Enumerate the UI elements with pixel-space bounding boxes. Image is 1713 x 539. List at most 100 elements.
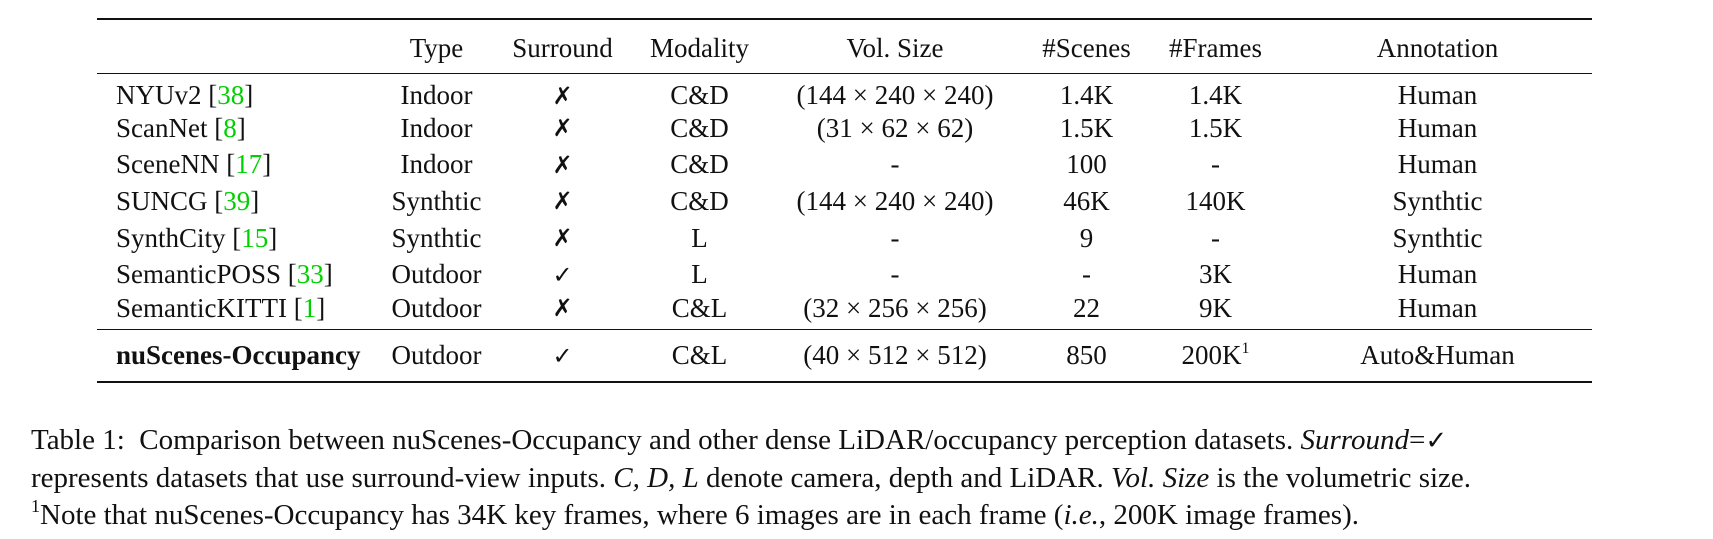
modality-cell: C&L [671, 292, 728, 323]
caption-emphasis: C, D, L [613, 462, 699, 494]
annotation-cell: Human [1397, 149, 1478, 180]
annotation-cell: Human [1397, 292, 1478, 323]
header-cell: Surround [491, 19, 634, 74]
type-cell: Indoor [400, 149, 473, 180]
table-header-row: Type Surround Modality Vol. Size #Scenes… [97, 19, 1592, 74]
caption-emphasis: Vol. Size [1111, 462, 1210, 494]
frames-cell: 9K [1199, 292, 1232, 323]
vol-size-cell: - [890, 259, 900, 290]
scenes-cell: 1.5K [1059, 112, 1114, 143]
citation-link[interactable]: 33 [296, 259, 324, 290]
citation-link[interactable]: 15 [241, 222, 269, 253]
caption-line-1: Table 1: Comparison between nuScenes-Occ… [31, 422, 1691, 460]
modality-cell: C&L [634, 329, 765, 383]
modality-cell: C&D [670, 149, 729, 180]
surround-cell: ✗ [552, 150, 573, 179]
dataset-name-cell: SemanticKITTI [1] [116, 292, 326, 323]
vol-size-cell: (144 × 240 × 240) [796, 80, 994, 111]
caption-text: , 200K image frames). [1098, 499, 1359, 531]
dataset-name-cell: ScanNet [8] [116, 112, 246, 143]
caption-text: is the volumetric size. [1216, 462, 1472, 494]
annotation-cell: Human [1397, 80, 1478, 111]
citation-link[interactable]: 8 [223, 112, 237, 143]
caption-emphasis: Surround [1300, 424, 1410, 456]
citation-link[interactable]: 1 [302, 292, 317, 323]
caption-emphasis: i.e. [1063, 499, 1099, 531]
header-cell: #Scenes [1025, 19, 1148, 74]
table-row: SemanticKITTI [1] Outdoor ✗ C&L (32 × 25… [97, 293, 1592, 330]
citation-link[interactable]: 39 [223, 185, 251, 216]
frames-cell: 140K [1185, 185, 1246, 216]
table-row: SUNCG [39] Synthtic ✗ C&D (144 × 240 × 2… [97, 183, 1592, 220]
vol-size-cell: (144 × 240 × 240) [796, 185, 994, 216]
header-cell: Annotation [1283, 19, 1592, 74]
vol-size-cell: (32 × 256 × 256) [803, 292, 987, 323]
vol-size-cell: - [890, 149, 900, 180]
vol-size-cell: - [890, 222, 900, 253]
surround-cell: ✓ [491, 329, 634, 383]
dataset-name: SemanticPOSS [116, 259, 282, 290]
surround-cell: ✗ [552, 81, 573, 110]
caption-text: = [1409, 424, 1426, 456]
dataset-name-cell: NYUv2 [38] [116, 80, 254, 111]
vol-size-cell: (40 × 512 × 512) [765, 329, 1025, 383]
frames-cell: 3K [1199, 259, 1232, 290]
frames-value: 200K [1181, 340, 1242, 371]
frames-cell: - [1211, 149, 1220, 180]
table-caption: Table 1: Comparison between nuScenes-Occ… [31, 422, 1691, 534]
scenes-cell: 22 [1073, 292, 1100, 323]
checkmark-icon: ✓ [1425, 426, 1448, 456]
dataset-name-cell: SUNCG [39] [116, 185, 260, 216]
scenes-cell: 100 [1066, 149, 1107, 180]
modality-cell: C&D [670, 185, 729, 216]
scenes-cell: 46K [1063, 185, 1110, 216]
header-cell: Vol. Size [765, 19, 1025, 74]
caption-text: Comparison between nuScenes-Occupancy an… [139, 424, 1294, 456]
annotation-cell: Synthtic [1392, 185, 1483, 216]
dataset-name: SceneNN [116, 149, 220, 180]
header-cell: Type [382, 19, 491, 74]
table-row: SceneNN [17] Indoor ✗ C&D - 100 - Human [97, 146, 1592, 183]
type-cell: Outdoor [382, 329, 491, 383]
dataset-name-cell: SemanticPOSS [33] [116, 259, 333, 290]
footnote-marker: 1 [31, 496, 40, 516]
annotation-cell: Synthtic [1392, 222, 1483, 253]
dataset-name-bold: nuScenes-Occupancy [116, 340, 361, 371]
table-row: SynthCity [15] Synthtic ✗ L - 9 - Syntht… [97, 220, 1592, 257]
dataset-name: SynthCity [116, 222, 226, 253]
header-cell: #Frames [1148, 19, 1283, 74]
surround-cell: ✓ [552, 260, 573, 289]
dataset-name: NYUv2 [116, 80, 202, 111]
table-row: NYUv2 [38] Indoor ✗ C&D (144 × 240 × 240… [97, 73, 1592, 110]
frames-cell: 1.4K [1188, 80, 1243, 111]
type-cell: Synthtic [391, 222, 482, 253]
scenes-cell: 1.4K [1059, 80, 1114, 111]
modality-cell: L [691, 259, 708, 290]
annotation-cell: Auto&Human [1283, 329, 1592, 383]
surround-cell: ✗ [552, 224, 573, 253]
caption-text: Note that nuScenes-Occupancy has 34K key… [40, 499, 1064, 531]
citation-link[interactable]: 38 [217, 80, 245, 111]
type-cell: Indoor [400, 80, 473, 111]
type-cell: Indoor [400, 112, 473, 143]
scenes-cell: 850 [1025, 329, 1148, 383]
surround-cell: ✗ [552, 187, 573, 216]
caption-text: denote camera, depth and LiDAR. [705, 462, 1104, 494]
caption-footnote: 1Note that nuScenes-Occupancy has 34K ke… [31, 497, 1691, 534]
table-row: SemanticPOSS [33] Outdoor ✓ L - - 3K Hum… [97, 256, 1592, 293]
vol-size-cell: (31 × 62 × 62) [816, 112, 974, 143]
header-cell: Modality [634, 19, 765, 74]
header-cell [97, 19, 382, 74]
type-cell: Synthtic [391, 185, 482, 216]
modality-cell: C&D [670, 112, 729, 143]
annotation-cell: Human [1397, 112, 1478, 143]
citation-link[interactable]: 17 [235, 149, 263, 180]
dataset-name: ScanNet [116, 112, 208, 143]
table-row: ScanNet [8] Indoor ✗ C&D (31 × 62 × 62) … [97, 110, 1592, 147]
scenes-cell: - [1082, 259, 1091, 290]
caption-text: represents datasets that use surround-vi… [31, 462, 607, 494]
dataset-name: SemanticKITTI [116, 292, 287, 323]
frames-cell: 1.5K [1188, 112, 1243, 143]
modality-cell: L [691, 222, 708, 253]
surround-cell: ✗ [552, 294, 573, 323]
